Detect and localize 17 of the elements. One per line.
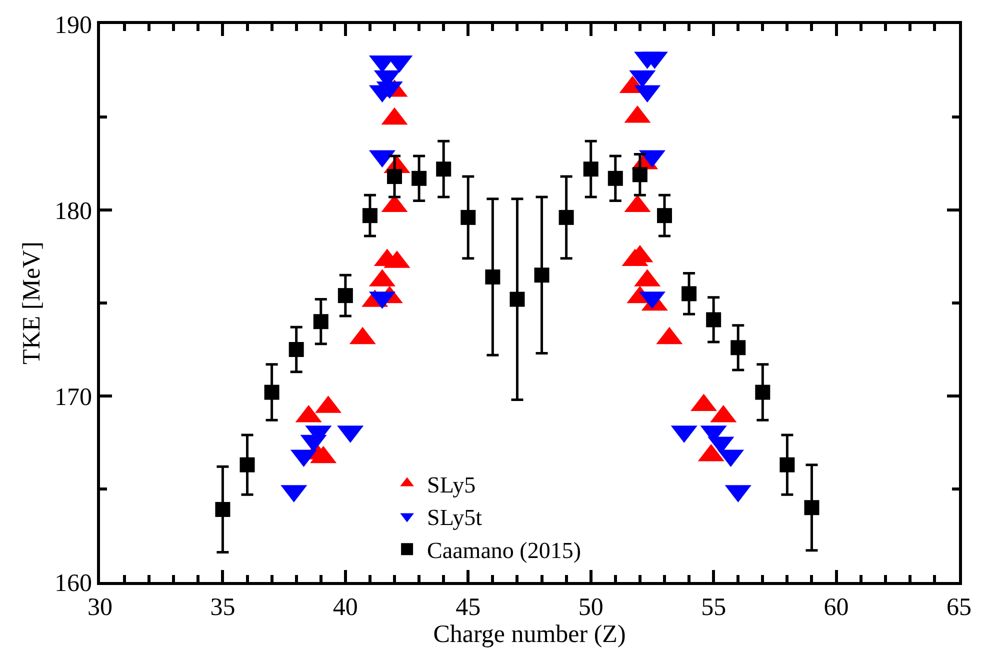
y-tick-label: 160 [54,570,92,597]
legend-label: SLy5t [427,505,483,530]
x-tick-label: 60 [824,594,849,621]
x-tick-label: 30 [88,594,112,621]
x-tick-label: 50 [578,594,604,621]
y-axis-title: TKE [MeV] [18,242,46,364]
y-tick-label: 190 [54,12,92,39]
x-tick-label: 35 [210,594,236,621]
y-tick-label: 170 [54,384,92,411]
x-tick-label: 65 [946,594,972,621]
x-tick-label: 55 [701,594,726,621]
legend-label: Caamano (2015) [427,538,581,564]
x-tick-label: 40 [332,594,358,621]
y-tick-label: 180 [54,198,92,225]
legend-label: SLy5 [427,472,476,498]
x-axis-title: Charge number (Z) [433,621,626,648]
x-tick-label: 45 [456,594,481,621]
